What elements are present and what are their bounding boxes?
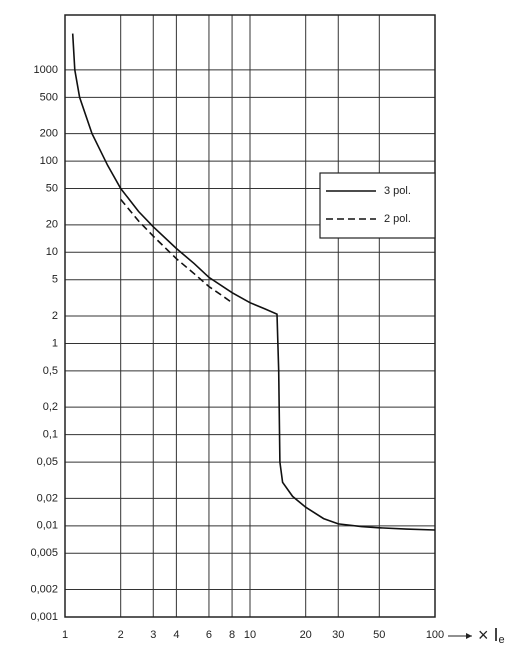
- y-tick-label: 0,02: [37, 492, 58, 504]
- series-line: [120, 198, 233, 304]
- x-tick-label: 20: [300, 629, 312, 641]
- y-tick-label: 5: [52, 274, 58, 286]
- x-tick-label: 1: [62, 629, 68, 641]
- y-tick-label: 0,2: [43, 401, 58, 413]
- y-tick-label: 10: [46, 246, 58, 258]
- x-axis-label: × Ie: [478, 625, 505, 646]
- y-tick-label: 2: [52, 310, 58, 322]
- x-tick-label: 10: [244, 629, 256, 641]
- x-tick-label: 2: [118, 629, 124, 641]
- y-tick-label: 1: [52, 337, 58, 349]
- y-tick-label: 50: [46, 182, 58, 194]
- y-tick-label: 0,001: [30, 611, 58, 623]
- y-tick-label: 200: [40, 128, 58, 140]
- y-tick-label: 100: [40, 155, 58, 167]
- y-tick-label: 500: [40, 91, 58, 103]
- x-tick-label: 8: [229, 629, 235, 641]
- legend-label: 3 pol.: [384, 185, 411, 197]
- legend-label: 2 pol.: [384, 213, 411, 225]
- y-tick-label: 0,5: [43, 365, 58, 377]
- x-tick-label: 3: [150, 629, 156, 641]
- y-tick-label: 20: [46, 219, 58, 231]
- y-tick-label: 0,1: [43, 429, 58, 441]
- x-tick-label: 6: [206, 629, 212, 641]
- legend-box: [319, 172, 436, 239]
- y-tick-label: 0,05: [37, 456, 58, 468]
- series-line: [71, 33, 436, 531]
- x-tick-label: 4: [173, 629, 179, 641]
- x-tick-label: 50: [373, 629, 385, 641]
- y-tick-label: 0,002: [30, 583, 58, 595]
- plot-frame: [64, 14, 436, 618]
- y-tick-label: 0,005: [30, 547, 58, 559]
- y-tick-label: 0,01: [37, 520, 58, 532]
- x-tick-label: 100: [426, 629, 444, 641]
- y-tick-label: 1000: [34, 64, 58, 76]
- x-tick-label: 30: [332, 629, 344, 641]
- axis-arrow-head: [466, 633, 472, 639]
